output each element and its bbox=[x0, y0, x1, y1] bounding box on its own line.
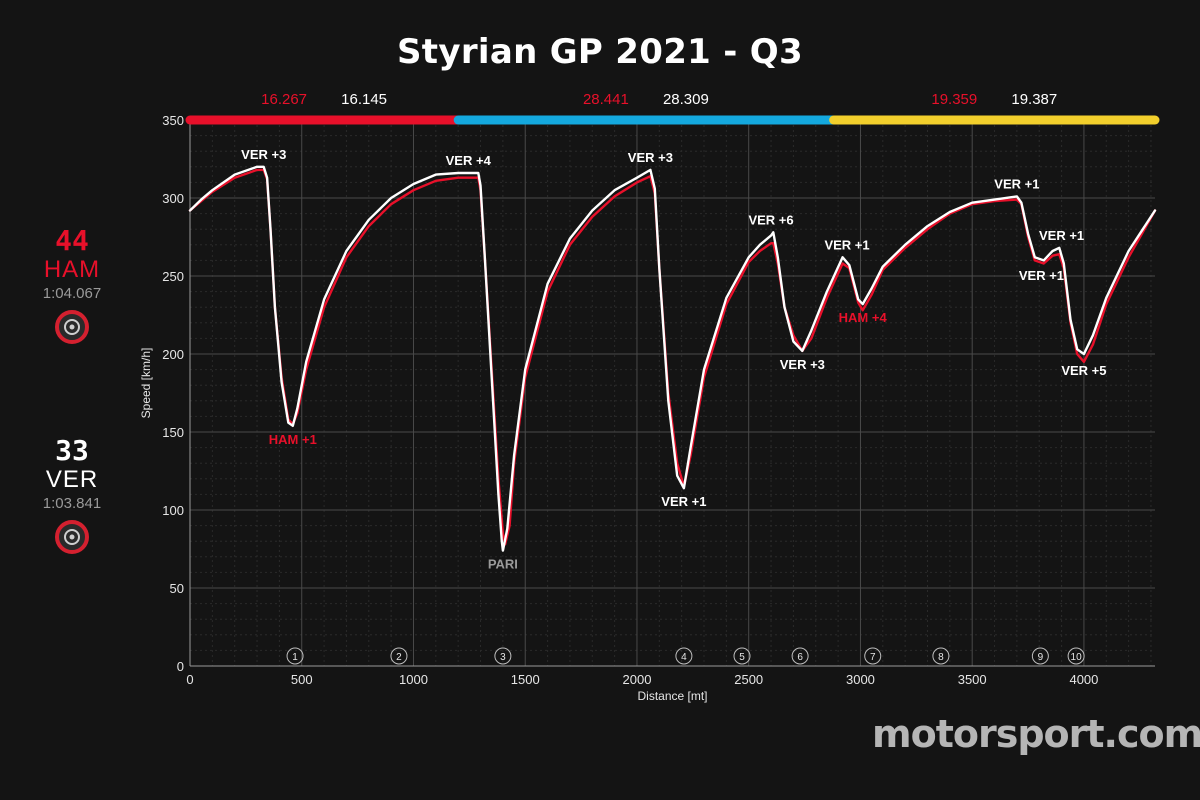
corner-number: 2 bbox=[396, 652, 402, 663]
driver-ham-number: 44 bbox=[55, 224, 89, 257]
delta-annotation: VER +1 bbox=[994, 176, 1039, 191]
y-tick-label: 50 bbox=[170, 581, 184, 596]
corner-marker bbox=[1031, 647, 1049, 665]
x-tick-label: 2000 bbox=[623, 672, 652, 687]
delta-annotation: HAM +4 bbox=[839, 310, 888, 325]
corner-marker bbox=[733, 647, 751, 665]
driver-ham-code: HAM bbox=[43, 256, 101, 283]
corner-marker bbox=[494, 647, 512, 665]
x-tick-label: 1000 bbox=[399, 672, 428, 687]
x-tick-label: 500 bbox=[291, 672, 313, 687]
corner-number: 4 bbox=[681, 652, 687, 663]
y-tick-label: 200 bbox=[162, 347, 184, 362]
y-tick-label: 250 bbox=[162, 269, 184, 284]
corner-number: 1 bbox=[292, 652, 298, 663]
corner-marker bbox=[390, 647, 408, 665]
sector-3-ham-time: 19.359 bbox=[931, 91, 977, 108]
corner-marker bbox=[286, 647, 304, 665]
delta-annotation: VER +3 bbox=[628, 150, 673, 165]
corner-number: 7 bbox=[870, 652, 876, 663]
corner-marker bbox=[675, 647, 693, 665]
x-tick-label: 1500 bbox=[511, 672, 540, 687]
corner-number: 9 bbox=[1038, 652, 1044, 663]
x-tick-label: 4000 bbox=[1069, 672, 1098, 687]
corner-marker bbox=[864, 647, 882, 665]
driver-ver-lap-time: 1:03.841 bbox=[42, 495, 102, 512]
delta-annotation: VER +1 bbox=[1019, 268, 1064, 283]
sector-2-ham-time: 28.441 bbox=[583, 91, 629, 108]
delta-annotation: VER +1 bbox=[661, 494, 706, 509]
driver-ver-number: 33 bbox=[55, 434, 89, 467]
x-tick-label: 3500 bbox=[958, 672, 987, 687]
driver-ham-card: 44 HAM 1:04.067 bbox=[20, 226, 124, 344]
x-tick-label: 0 bbox=[186, 672, 193, 687]
tyre-soft-icon bbox=[55, 520, 89, 554]
corner-marker bbox=[791, 647, 809, 665]
driver-ver-card: 33 VER 1:03.841 bbox=[20, 436, 124, 554]
sector-1-ver-time: 16.145 bbox=[341, 91, 387, 108]
driver-ver-code: VER bbox=[45, 466, 99, 493]
corner-number: 8 bbox=[938, 652, 944, 663]
corner-marker bbox=[1067, 647, 1085, 665]
chart-title: Styrian GP 2021 - Q3 bbox=[397, 32, 803, 72]
sector-3-ver-time: 19.387 bbox=[1011, 91, 1057, 108]
delta-annotation: VER +3 bbox=[241, 147, 286, 162]
y-tick-label: 350 bbox=[162, 113, 184, 128]
delta-annotation: VER +4 bbox=[446, 153, 492, 168]
delta-annotation: HAM +1 bbox=[269, 432, 317, 447]
sector-2-ver-time: 28.309 bbox=[663, 91, 709, 108]
speed-trace-ham bbox=[188, 168, 1157, 546]
sector-1-ham-time: 16.267 bbox=[261, 91, 307, 108]
corner-number: 10 bbox=[1071, 652, 1083, 663]
y-tick-label: 0 bbox=[177, 659, 184, 674]
delta-annotation: VER +5 bbox=[1061, 363, 1106, 378]
x-tick-label: 3000 bbox=[846, 672, 875, 687]
x-tick-label: 2500 bbox=[734, 672, 763, 687]
speed-trace-ver bbox=[188, 165, 1157, 552]
y-tick-label: 300 bbox=[162, 191, 184, 206]
delta-annotation: VER +3 bbox=[780, 357, 825, 372]
y-axis-label: Speed [km/h] bbox=[139, 348, 153, 419]
tyre-soft-icon bbox=[55, 310, 89, 344]
delta-annotation: PARI bbox=[488, 557, 518, 572]
delta-annotation: VER +1 bbox=[824, 237, 869, 252]
motorsport-logo: motorsport.com bbox=[872, 712, 1200, 756]
y-tick-label: 150 bbox=[162, 425, 184, 440]
corner-number: 6 bbox=[797, 652, 803, 663]
y-tick-label: 100 bbox=[162, 503, 184, 518]
driver-ham-lap-time: 1:04.067 bbox=[42, 285, 102, 302]
delta-annotation: VER +1 bbox=[1039, 228, 1084, 243]
corner-number: 3 bbox=[500, 652, 506, 663]
x-axis-label: Distance [mt] bbox=[637, 689, 707, 703]
delta-annotation: VER +6 bbox=[748, 212, 793, 227]
corner-marker bbox=[932, 647, 950, 665]
corner-number: 5 bbox=[739, 652, 745, 663]
